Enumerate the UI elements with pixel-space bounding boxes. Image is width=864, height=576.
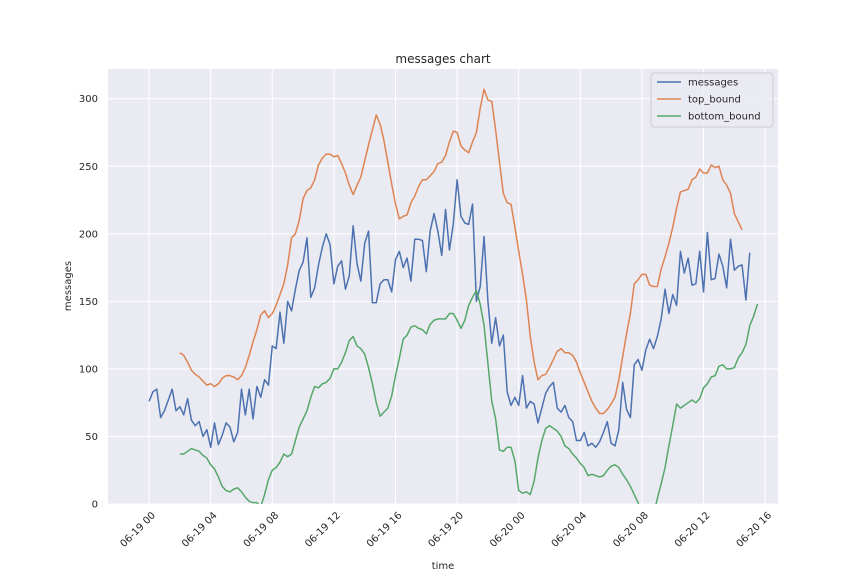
series-lines bbox=[148, 88, 759, 504]
x-axis-title: time bbox=[432, 561, 455, 572]
legend-box bbox=[650, 72, 774, 128]
y-tick-label: 200 bbox=[79, 229, 98, 240]
y-tick-label: 150 bbox=[79, 297, 98, 308]
y-tick-label: 0 bbox=[92, 500, 98, 511]
y-tick-labels: 0 50 100 150 200 250 300 bbox=[79, 94, 98, 510]
y-tick-label: 50 bbox=[85, 432, 98, 443]
plot-area bbox=[108, 69, 778, 504]
series-line-bottom-bound bbox=[179, 289, 759, 504]
y-tick-label: 250 bbox=[79, 162, 98, 173]
series-line-messages bbox=[148, 179, 751, 449]
y-tick-label: 100 bbox=[79, 364, 98, 375]
legend: messages top_bound bottom_bound bbox=[650, 72, 774, 128]
chart-title: messages chart bbox=[395, 52, 490, 66]
legend-label-bottom-bound: bottom_bound bbox=[688, 112, 761, 123]
y-tick-label: 300 bbox=[79, 94, 98, 105]
legend-label-top-bound: top_bound bbox=[688, 95, 741, 106]
series-line-top-bound bbox=[179, 88, 743, 415]
y-axis-title: messages bbox=[63, 261, 74, 311]
legend-label-messages: messages bbox=[688, 78, 738, 89]
